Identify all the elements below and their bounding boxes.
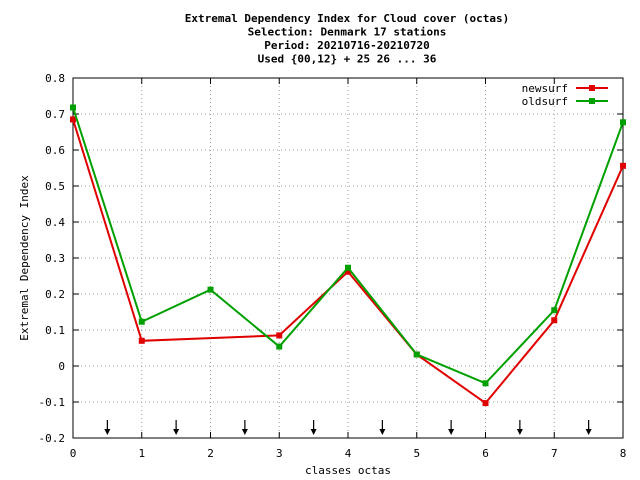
arrow-head-4: [379, 429, 386, 435]
arrow-head-5: [448, 429, 455, 435]
y-tick-label-10: 0.8: [45, 72, 65, 85]
y-tick-label-2: 0: [58, 360, 65, 373]
arrow-head-2: [241, 429, 248, 435]
x-tick-label-1: 1: [138, 447, 145, 460]
y-tick-label-0: -0.2: [39, 432, 66, 445]
x-tick-label-5: 5: [413, 447, 420, 460]
arrow-head-6: [516, 429, 523, 435]
y-tick-label-1: -0.1: [39, 396, 66, 409]
point-newsurf-3: [345, 268, 351, 275]
x-tick-label-2: 2: [207, 447, 214, 460]
point-newsurf-2: [276, 332, 283, 339]
x-tick-label-0: 0: [70, 447, 77, 460]
x-tick-label-4: 4: [345, 447, 352, 460]
point-oldsurf-5: [413, 351, 420, 358]
point-newsurf-5: [482, 400, 489, 407]
axes: -0.2 -0.1 0 0.1 0.2 0.3 0.4 0.5 0.6 0.7 0.8 0 1 2 3 4 5 6…: [18, 72, 626, 477]
point-oldsurf-7: [551, 307, 558, 314]
legend-label-newsurf: newsurf: [522, 82, 568, 95]
arrow-head-3: [310, 429, 317, 435]
point-oldsurf-1: [138, 318, 145, 325]
series-line-newsurf: [72, 119, 624, 405]
y-tick-label-3: 0.1: [45, 324, 65, 337]
title-line-2: Selection: Denmark 17 stations: [248, 26, 447, 39]
chart-title: Extremal Dependency Index for Cloud cove…: [185, 12, 510, 66]
y-tick-label-4: 0.2: [45, 288, 65, 301]
y-tick-label-6: 0.4: [45, 216, 65, 229]
y-axis-label: Extremal Dependency Index: [18, 175, 31, 341]
y-tick-label-5: 0.3: [45, 252, 65, 265]
series-line-oldsurf: [72, 107, 624, 385]
x-tick-label-8: 8: [620, 447, 627, 460]
point-oldsurf-3: [276, 343, 283, 350]
legend-marker-newsurf: [589, 85, 595, 91]
grid: [73, 78, 623, 438]
point-oldsurf-6: [482, 380, 489, 387]
point-newsurf-7: [620, 162, 626, 169]
class-boundary-arrows: [104, 420, 592, 435]
x-tick-label-3: 3: [276, 447, 283, 460]
title-line-1: Extremal Dependency Index for Cloud cove…: [185, 12, 510, 25]
series: [70, 104, 626, 407]
point-oldsurf-0: [70, 104, 76, 111]
legend-label-oldsurf: oldsurf: [522, 95, 568, 108]
y-tick-label-7: 0.5: [45, 180, 65, 193]
title-line-4: Used {00,12} + 25 26 ... 36: [258, 53, 437, 66]
y-tick-label-9: 0.7: [45, 108, 65, 121]
arrow-head-7: [585, 429, 592, 435]
point-oldsurf-8: [620, 119, 626, 126]
point-newsurf-6: [551, 317, 558, 324]
legend-marker-oldsurf: [589, 98, 595, 104]
y-tick-label-8: 0.6: [45, 144, 65, 157]
point-newsurf-0: [70, 116, 76, 123]
x-axis-label: classes octas: [305, 464, 391, 477]
x-tick-label-7: 7: [551, 447, 558, 460]
point-newsurf-1: [138, 337, 145, 344]
point-oldsurf-2: [207, 286, 214, 293]
arrow-head-0: [104, 429, 111, 435]
arrow-head-1: [173, 429, 180, 435]
x-tick-label-6: 6: [482, 447, 489, 460]
title-line-3: Period: 20210716-20210720: [264, 39, 430, 52]
point-oldsurf-4: [345, 264, 351, 271]
